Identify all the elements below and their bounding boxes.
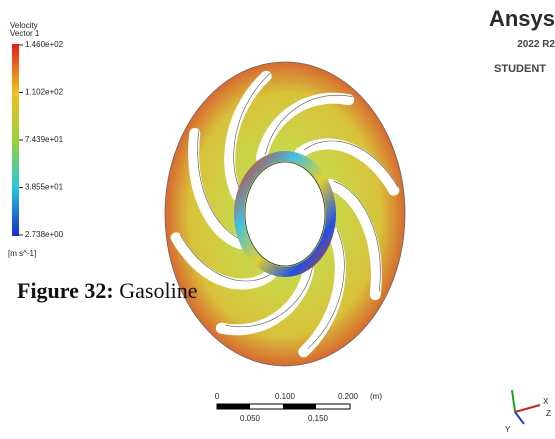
scale-bar — [217, 404, 350, 409]
scale-label: 0 — [215, 392, 220, 401]
scale-bar-segment — [283, 404, 316, 409]
color-bar — [12, 44, 19, 236]
scale-label: 0.150 — [308, 414, 329, 423]
brand-name: Ansys — [489, 6, 555, 31]
scale-unit: (m) — [370, 392, 382, 401]
legend-tick-label: 1.460e+02 — [25, 40, 64, 49]
axis-x — [515, 405, 540, 412]
impeller — [165, 62, 405, 366]
caption-label: Figure 32: — [17, 278, 114, 303]
brand-edition: STUDENT — [494, 63, 546, 75]
legend-tick-label: 1.102e+02 — [25, 88, 64, 97]
axis-label: Y — [505, 425, 511, 434]
axis-y — [512, 390, 515, 412]
scale-label: 0.200 — [338, 392, 359, 401]
caption-text: Gasoline — [119, 278, 197, 303]
scale-label: 0.050 — [240, 414, 261, 423]
scale-bar-segment — [217, 404, 250, 409]
axis-label: Z — [546, 409, 551, 418]
legend-subtitle: Vector 1 — [10, 29, 40, 38]
legend-tick-label: 2.738e+00 — [25, 230, 64, 239]
axis-triad — [512, 390, 540, 424]
screenshot: Velocity Vector 1 1.460e+021.102e+027.43… — [0, 0, 555, 439]
legend-tick-label: 3.855e+01 — [25, 183, 64, 192]
axis-label: X — [543, 397, 549, 406]
brand-version: 2022 R2 — [517, 39, 555, 50]
caption: Figure 32: Gasoline — [17, 278, 197, 303]
axis-z — [515, 412, 524, 424]
legend-tick-label: 7.439e+01 — [25, 135, 64, 144]
legend-unit: [m s^-1] — [8, 249, 36, 258]
scale-label: 0.100 — [275, 392, 296, 401]
hub-hole — [245, 162, 325, 266]
